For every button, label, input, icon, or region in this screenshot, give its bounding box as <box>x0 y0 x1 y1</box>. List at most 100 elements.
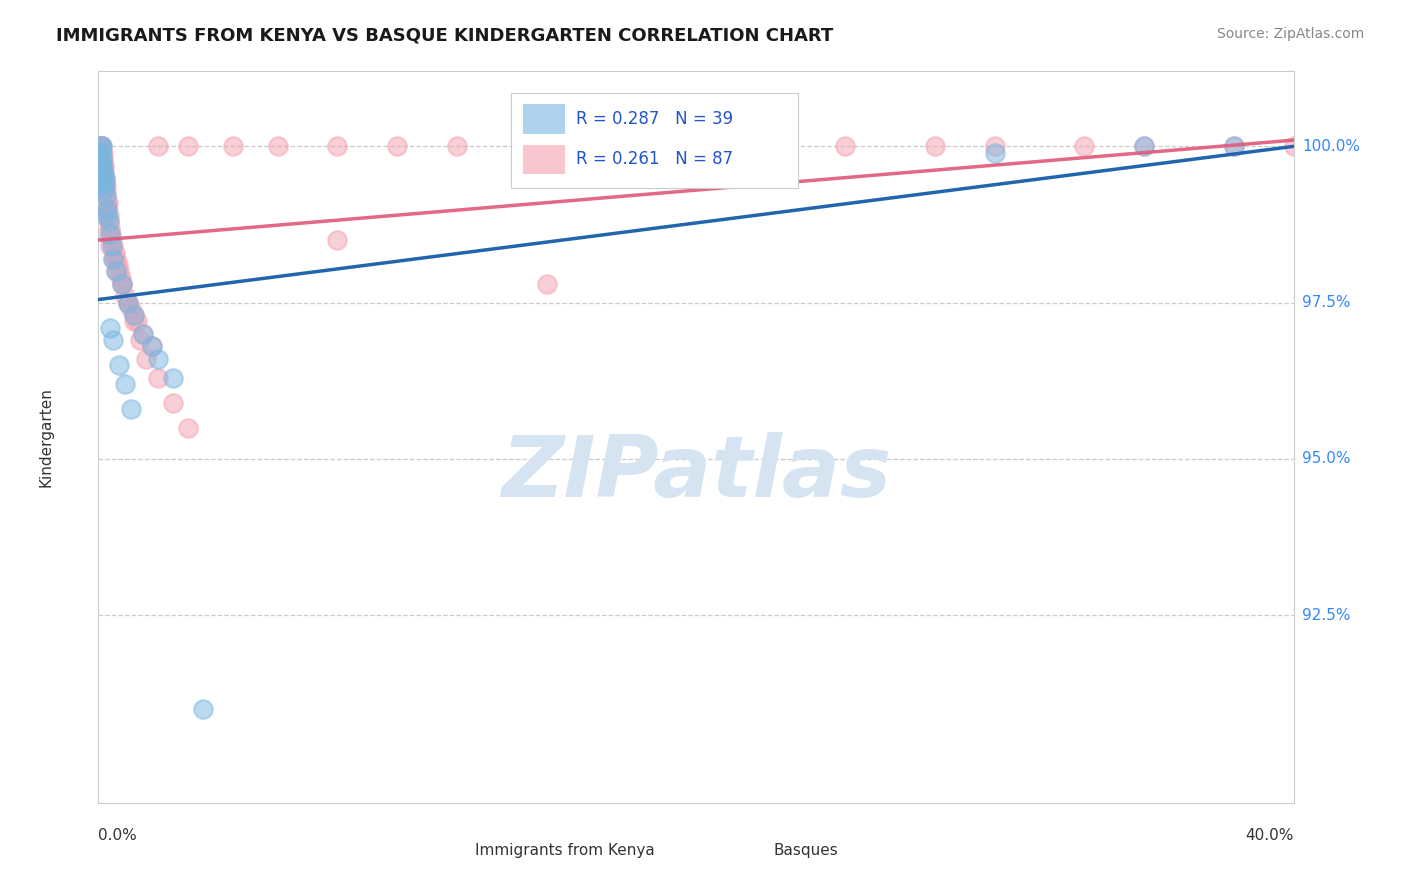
Point <box>222 139 245 153</box>
Point <box>98 220 122 235</box>
Point <box>1133 139 1156 153</box>
Point <box>124 308 146 322</box>
Point <box>93 183 115 197</box>
Point <box>117 295 139 310</box>
Point <box>177 420 200 434</box>
Point <box>94 170 117 185</box>
Point <box>162 395 184 409</box>
Point <box>89 139 111 153</box>
Point <box>89 139 111 153</box>
Point <box>90 139 112 153</box>
Text: Source: ZipAtlas.com: Source: ZipAtlas.com <box>1216 27 1364 41</box>
Point <box>924 139 946 153</box>
Point <box>94 189 117 203</box>
Point <box>91 208 114 222</box>
Point <box>103 252 125 266</box>
Point <box>96 195 118 210</box>
Point <box>745 139 768 153</box>
Point <box>685 139 707 153</box>
Text: 40.0%: 40.0% <box>1246 828 1294 843</box>
FancyBboxPatch shape <box>433 847 463 865</box>
Point <box>90 152 112 166</box>
Point <box>385 139 409 153</box>
Point <box>120 301 142 316</box>
Point <box>94 189 117 203</box>
Point <box>97 214 120 228</box>
Point <box>117 295 139 310</box>
Point <box>135 351 157 366</box>
Point <box>141 339 163 353</box>
Point <box>984 145 1007 160</box>
Point <box>89 158 111 172</box>
Point <box>91 145 114 160</box>
Point <box>117 295 139 310</box>
Point <box>98 214 121 228</box>
Point <box>96 208 118 222</box>
Point <box>93 158 115 172</box>
Point <box>114 289 136 303</box>
Point <box>103 252 125 266</box>
Text: 97.5%: 97.5% <box>1302 295 1350 310</box>
Point <box>97 208 120 222</box>
Point <box>96 202 118 216</box>
Point <box>91 195 114 210</box>
Point <box>91 152 114 166</box>
Point <box>105 252 128 266</box>
Point <box>536 139 558 153</box>
Point <box>108 358 131 372</box>
Text: 100.0%: 100.0% <box>1302 139 1360 154</box>
Point <box>1223 139 1246 153</box>
Point <box>93 202 115 216</box>
Point <box>111 277 134 291</box>
Point <box>129 333 152 347</box>
Point <box>111 277 134 291</box>
Point <box>103 239 125 253</box>
Point <box>1073 139 1095 153</box>
Point <box>96 202 118 216</box>
Point <box>162 370 184 384</box>
Point <box>100 227 122 241</box>
Point <box>90 152 112 166</box>
Point <box>90 164 112 178</box>
Point <box>91 139 114 153</box>
Point <box>127 314 149 328</box>
Text: Immigrants from Kenya: Immigrants from Kenya <box>475 843 655 858</box>
Point <box>91 158 114 172</box>
Text: ZIPatlas: ZIPatlas <box>501 432 891 516</box>
Point <box>89 152 111 166</box>
Point <box>90 139 112 153</box>
Point <box>93 177 115 191</box>
Point <box>132 326 155 341</box>
Point <box>120 401 142 416</box>
Point <box>93 177 115 191</box>
Point <box>89 183 111 197</box>
Point <box>90 145 112 160</box>
Point <box>93 164 115 178</box>
Text: Kindergarten: Kindergarten <box>38 387 53 487</box>
Text: IMMIGRANTS FROM KENYA VS BASQUE KINDERGARTEN CORRELATION CHART: IMMIGRANTS FROM KENYA VS BASQUE KINDERGA… <box>56 27 834 45</box>
Point <box>89 145 111 160</box>
Point <box>626 139 648 153</box>
Point <box>94 183 117 197</box>
Point <box>1223 139 1246 153</box>
Point <box>191 702 214 716</box>
FancyBboxPatch shape <box>510 94 797 188</box>
Point <box>1282 139 1305 153</box>
Point <box>93 164 115 178</box>
Text: 92.5%: 92.5% <box>1302 607 1350 623</box>
Point <box>326 233 349 247</box>
Point <box>114 376 136 391</box>
Point <box>98 239 122 253</box>
Text: 0.0%: 0.0% <box>98 828 138 843</box>
FancyBboxPatch shape <box>733 847 762 865</box>
Point <box>89 170 111 185</box>
Point <box>94 177 117 191</box>
Point <box>124 308 146 322</box>
Text: R = 0.261   N = 87: R = 0.261 N = 87 <box>576 150 734 168</box>
Point <box>132 326 155 341</box>
Point <box>93 170 115 185</box>
Point <box>91 170 114 185</box>
Point <box>93 177 115 191</box>
Point <box>101 233 124 247</box>
Point <box>148 139 170 153</box>
